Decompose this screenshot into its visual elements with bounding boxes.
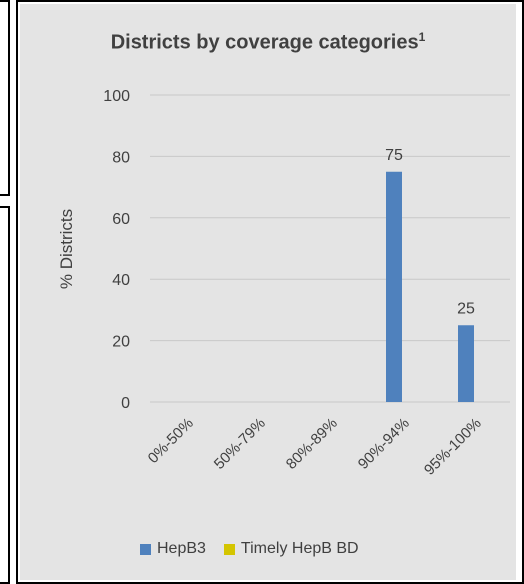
bar <box>386 171 402 402</box>
legend-item-hepb3: HepB3 <box>140 540 206 558</box>
y-tick-label: 0 <box>121 395 130 412</box>
y-tick-label: 40 <box>112 272 130 289</box>
y-tick-label: 60 <box>112 211 130 228</box>
adjacent-panel-edge <box>0 0 10 196</box>
x-tick-label: 0%-50% <box>145 415 197 467</box>
x-tick-label: 50%-79% <box>211 415 269 473</box>
bar <box>458 325 474 402</box>
y-tick-label: 20 <box>112 334 130 351</box>
data-label: 75 <box>385 147 403 164</box>
chart-legend: HepB3 Timely HepB BD <box>140 540 377 558</box>
legend-swatch-hepb3 <box>140 543 151 555</box>
legend-label-hepb3: HepB3 <box>157 540 206 557</box>
chart-background <box>20 4 516 580</box>
chart-title-superscript: 1 <box>418 30 426 44</box>
adjacent-panel-edge <box>0 206 10 584</box>
x-tick-label: 80%-89% <box>283 415 341 473</box>
legend-label-timely-hepb-bd: Timely HepB BD <box>240 540 359 557</box>
y-tick-label: 100 <box>103 88 130 105</box>
legend-swatch-timely-hepb-bd <box>223 543 235 555</box>
y-tick-label: 80 <box>112 149 130 166</box>
x-tick-label: 95%-100% <box>421 415 485 479</box>
chart-title-text: Districts by coverage categories <box>110 31 419 54</box>
data-label: 25 <box>457 300 475 317</box>
chart-title: Districts by coverage categories1 <box>20 30 516 55</box>
y-axis-label: % Districts <box>57 209 76 289</box>
legend-item-timely-hepb-bd: Timely HepB BD <box>223 540 359 558</box>
x-tick-label: 90%-94% <box>355 415 413 473</box>
